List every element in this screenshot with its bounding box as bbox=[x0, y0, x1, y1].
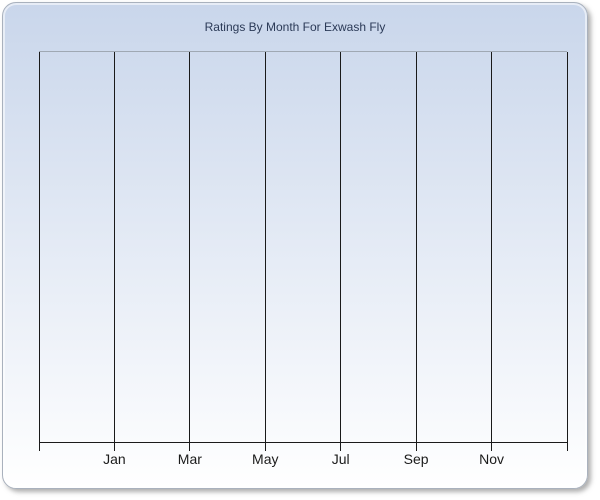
gridline bbox=[415, 52, 417, 443]
chart-title: Ratings By Month For Exwash Fly bbox=[204, 20, 386, 34]
gridline bbox=[566, 52, 568, 443]
x-axis-tick bbox=[566, 443, 568, 451]
x-axis-tick bbox=[340, 443, 342, 451]
gridline bbox=[113, 52, 115, 443]
x-axis-tick bbox=[38, 443, 40, 451]
x-axis-label: Sep bbox=[403, 451, 429, 467]
x-axis-tick bbox=[491, 443, 493, 451]
x-axis-tick bbox=[264, 443, 266, 451]
x-axis-label: May bbox=[252, 451, 279, 467]
x-axis-label: Jul bbox=[331, 451, 350, 467]
x-axis-tick bbox=[113, 443, 115, 451]
gridline bbox=[189, 52, 191, 443]
gridline bbox=[491, 52, 493, 443]
x-axis-line bbox=[39, 442, 567, 443]
x-axis-tick bbox=[189, 443, 191, 451]
x-axis-label: Nov bbox=[479, 451, 505, 467]
x-axis-label: Mar bbox=[177, 451, 202, 467]
x-axis-tick bbox=[415, 443, 417, 451]
x-axis-label: Jan bbox=[103, 451, 126, 467]
gridline bbox=[264, 52, 266, 443]
gridline bbox=[38, 52, 40, 443]
plot-area: Jan Mar May Jul Sep Nov bbox=[38, 51, 568, 467]
chart-panel: Ratings By Month For Exwash Fly Jan Mar Ma… bbox=[2, 2, 588, 489]
gridline bbox=[340, 52, 342, 443]
